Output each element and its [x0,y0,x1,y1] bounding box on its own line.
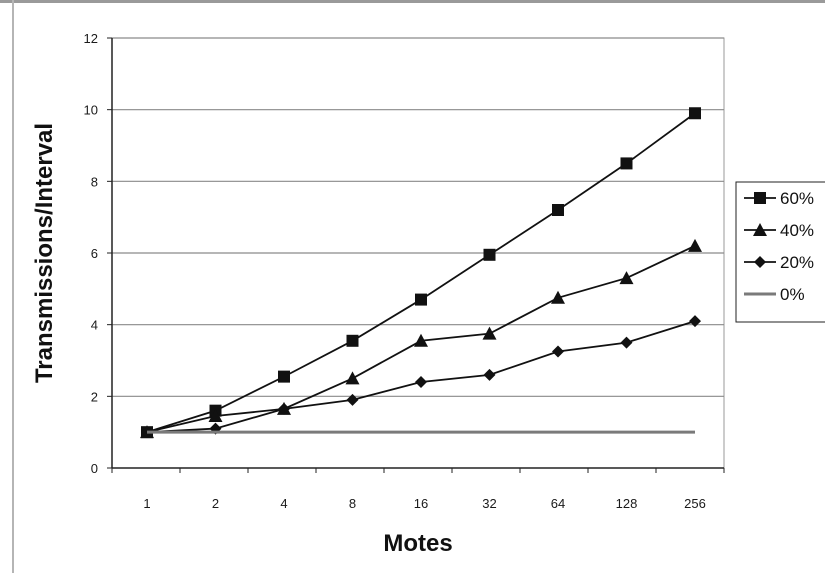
legend: 60% 40% 20% 0% [735,181,825,323]
y-tick-label: 8 [91,174,98,189]
legend-item: 60% [744,189,814,208]
legend-item: 20% [744,253,814,272]
data-point [278,370,290,383]
x-tick-label: 8 [349,496,356,511]
series-60pct [141,107,701,439]
data-point [688,238,702,252]
y-tick-label: 2 [91,389,98,404]
axes [111,38,725,473]
legend-box [735,181,825,323]
x-tick-label: 2 [212,496,219,511]
legend-item: 0% [744,285,805,304]
data-point [208,409,223,423]
y-tick-label: 4 [91,318,98,333]
data-point [689,315,701,328]
x-tick-labels: 1 2 4 8 16 32 64 128 256 [143,496,705,511]
legend-marker [754,192,766,204]
data-point [346,334,359,347]
data-point [619,271,634,285]
y-tick-labels: 0 2 4 6 8 10 12 [84,31,98,476]
data-point [415,376,427,388]
x-tick-label: 32 [482,496,496,511]
series-group [140,107,702,439]
y-tick-label: 10 [84,103,98,118]
x-tick-label: 4 [280,496,287,511]
legend-label: 60% [780,189,814,208]
data-point [552,204,564,216]
x-tick-label: 64 [551,496,565,511]
data-point [346,393,359,406]
legend-label: 40% [780,221,814,240]
data-point [552,345,564,358]
x-tick-label: 256 [684,496,706,511]
data-point [689,107,701,120]
chart-frame-left-border [12,0,14,573]
x-axis-title: Motes [383,530,452,557]
legend-item: 40% [744,221,814,240]
x-tick-label: 16 [414,496,428,511]
grid-lines [107,37,724,469]
data-point [483,248,496,261]
legend-marker [753,223,767,236]
x-tick-label: 128 [616,496,638,511]
x-tick-label: 1 [143,496,150,511]
data-point [482,326,497,340]
data-point [414,333,428,347]
y-axis-title: Transmissions/Interval [31,123,58,383]
data-point [551,290,565,304]
data-point [345,371,360,385]
y-tick-label: 0 [91,461,98,476]
data-point [620,157,633,170]
data-point [415,293,427,306]
chart-frame-top-border [0,0,825,3]
legend-label: 20% [780,253,814,272]
y-tick-label: 12 [84,31,98,46]
legend-label: 0% [780,285,805,304]
series-40pct [140,238,702,439]
y-tick-label: 6 [91,246,98,261]
legend-marker [754,256,766,268]
data-point [620,336,633,349]
data-point [483,368,496,381]
data-point [278,402,290,415]
